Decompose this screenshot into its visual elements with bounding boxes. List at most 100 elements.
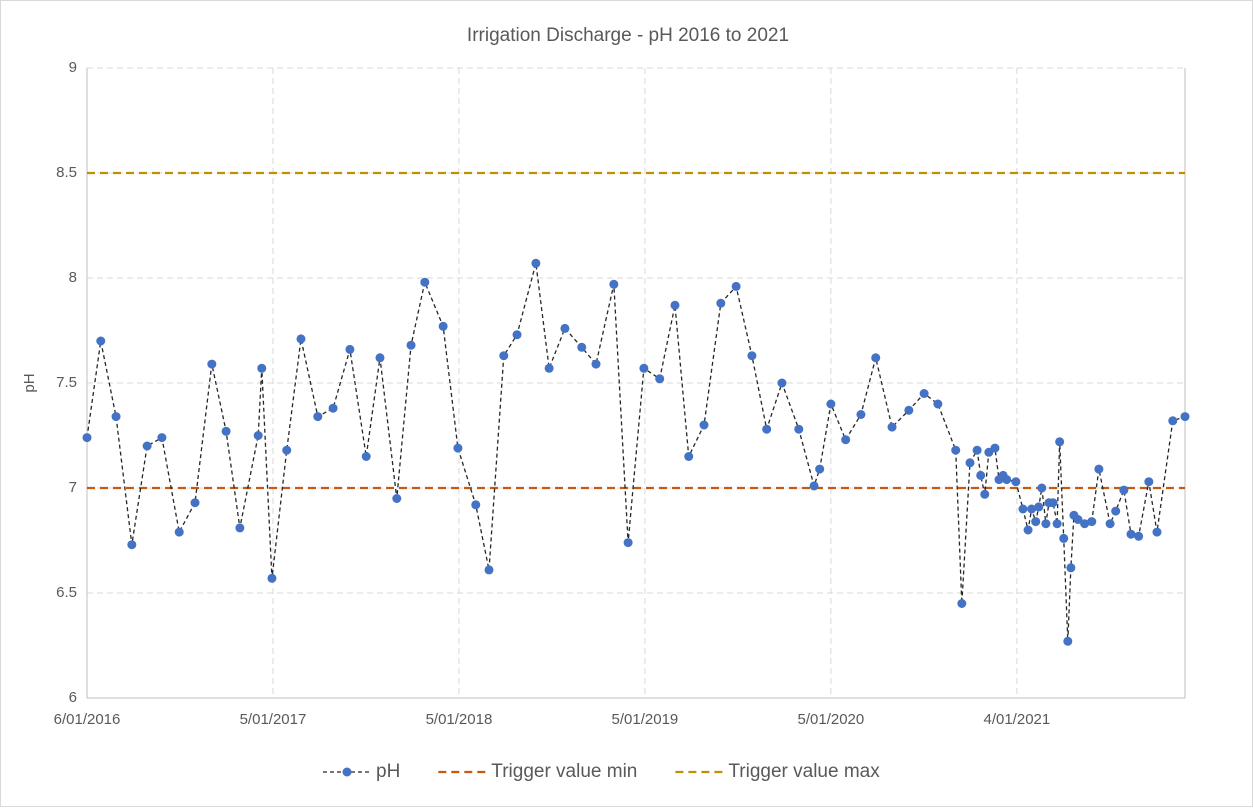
legend: pH Trigger value min Trigger value max (323, 761, 880, 782)
legend-label: Trigger value max (728, 761, 880, 782)
data-point (1018, 504, 1028, 514)
data-point (972, 445, 982, 455)
y-tick-label: 8.5 (56, 164, 77, 181)
data-point (716, 298, 726, 308)
data-point (871, 353, 881, 363)
data-point (577, 342, 587, 352)
y-tick-label: 7.5 (56, 374, 77, 391)
data-point (1048, 498, 1058, 508)
legend-label: pH (376, 761, 400, 782)
legend-label: Trigger value min (491, 761, 637, 782)
x-tick-label: 5/01/2018 (426, 711, 493, 728)
data-point (221, 426, 231, 436)
y-tick-label: 9 (69, 59, 77, 76)
data-point (1037, 483, 1047, 493)
data-point (670, 300, 680, 310)
data-point (484, 565, 494, 575)
data-point (965, 458, 975, 468)
data-point (1111, 506, 1121, 516)
data-point (1119, 485, 1129, 495)
data-point (951, 445, 961, 455)
data-point (1027, 504, 1037, 514)
data-point (919, 389, 929, 398)
data-point (1052, 519, 1062, 529)
data-point (809, 481, 819, 491)
data-point (980, 489, 990, 499)
data-point (96, 336, 106, 346)
data-point (253, 431, 263, 440)
data-point (887, 422, 897, 432)
data-point (1023, 525, 1033, 535)
data-point (512, 330, 522, 340)
x-tick-label: 5/01/2017 (240, 711, 307, 728)
data-point (471, 500, 481, 510)
data-point (111, 412, 121, 422)
data-point (1105, 519, 1115, 529)
data-point (313, 412, 323, 422)
data-point (1066, 563, 1076, 573)
data-point (282, 445, 292, 455)
data-point (777, 378, 787, 388)
data-point (560, 323, 570, 333)
data-point (453, 443, 463, 453)
data-point (174, 527, 184, 537)
data-point (990, 443, 1000, 453)
x-tick-label: 5/01/2020 (798, 711, 865, 728)
data-point (1034, 502, 1044, 512)
x-tick-label: 5/01/2019 (612, 711, 679, 728)
data-point (82, 433, 92, 443)
data-point (1180, 412, 1190, 422)
data-point (157, 433, 167, 443)
data-point (699, 420, 709, 430)
data-point (1087, 517, 1097, 527)
data-point (1063, 636, 1073, 646)
legend-marker (342, 767, 352, 777)
data-point (1031, 517, 1041, 527)
data-point (1002, 475, 1012, 485)
data-point (257, 363, 267, 373)
data-point (684, 452, 694, 461)
data-point (976, 470, 986, 480)
y-tick-label: 6 (69, 689, 77, 706)
data-point (406, 340, 416, 350)
data-point (345, 344, 355, 354)
data-point (856, 410, 866, 419)
data-point (815, 464, 825, 474)
data-point (1073, 515, 1083, 524)
data-point (933, 399, 943, 409)
y-tick-label: 6.5 (56, 584, 77, 601)
data-point (296, 334, 306, 344)
data-point (904, 405, 914, 415)
data-point (731, 281, 741, 291)
data-point (957, 599, 967, 608)
data-point (1011, 477, 1021, 487)
data-point (420, 277, 430, 287)
data-point (267, 573, 277, 583)
data-point (499, 351, 509, 361)
data-point (142, 441, 152, 451)
data-point (655, 374, 665, 384)
data-point (591, 359, 601, 369)
data-point (190, 498, 200, 508)
data-point (1126, 529, 1136, 539)
data-point (1059, 533, 1069, 543)
data-point (841, 435, 851, 445)
data-point (1152, 527, 1162, 537)
data-point (207, 359, 217, 369)
data-point (1134, 531, 1144, 541)
data-point (609, 279, 619, 289)
x-tick-label: 6/01/2016 (54, 711, 121, 728)
data-point (639, 363, 649, 373)
data-point (531, 258, 541, 268)
data-point (375, 353, 385, 363)
data-point (1168, 416, 1178, 426)
chart-title: Irrigation Discharge - pH 2016 to 2021 (467, 25, 789, 46)
data-point (361, 452, 371, 461)
data-point (762, 424, 772, 434)
x-tick-label: 4/01/2021 (983, 711, 1050, 728)
data-point (623, 538, 633, 548)
data-point (544, 363, 554, 373)
data-point (127, 540, 137, 550)
data-point (328, 403, 338, 413)
